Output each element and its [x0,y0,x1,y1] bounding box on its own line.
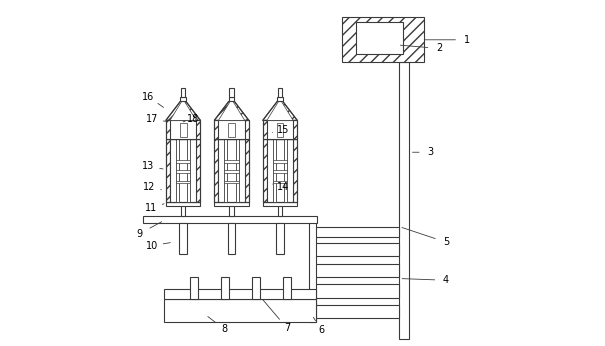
Bar [263,120,297,139]
Bar [315,243,399,256]
Bar [143,216,318,223]
Bar [224,139,227,202]
Bar [309,221,316,322]
Polygon shape [214,101,249,120]
Bar [244,139,249,202]
Bar [190,277,198,299]
Bar [166,139,170,202]
Text: 17: 17 [146,115,158,124]
Text: 12: 12 [143,182,155,192]
Bar [252,277,260,299]
Bar [181,205,185,216]
Bar [284,277,291,299]
Bar [224,160,238,163]
Bar [278,88,282,97]
Text: 10: 10 [146,241,158,251]
Bar [170,120,196,139]
Text: 5: 5 [443,237,450,247]
Bar [267,139,293,202]
Text: 15: 15 [277,125,290,135]
Text: 6: 6 [318,326,325,335]
Bar [170,139,196,202]
Bar [214,139,249,202]
Bar [196,139,200,202]
Text: 18: 18 [188,115,200,124]
Bar [176,170,190,173]
Bar [229,97,234,101]
Bar [188,139,190,202]
Bar [315,264,399,277]
Bar [315,305,399,318]
Text: 3: 3 [428,147,434,157]
Polygon shape [166,101,200,120]
Text: 14: 14 [277,182,290,192]
Bar [228,123,235,137]
Bar [276,223,284,254]
Bar [214,120,249,139]
Bar [179,223,187,254]
Bar [399,62,409,339]
Bar [263,202,297,206]
Bar [214,120,249,139]
Bar [181,88,185,97]
Bar [164,289,316,299]
Bar [229,205,234,216]
Bar [263,120,297,139]
Bar [214,202,249,206]
Bar [267,120,293,139]
Text: 7: 7 [284,323,290,333]
Bar [224,170,238,173]
Bar [176,139,179,202]
Bar [236,139,238,202]
Bar [356,22,403,54]
Text: 16: 16 [142,92,155,102]
Bar [342,17,423,62]
Bar [218,120,244,139]
Bar [284,139,287,202]
Bar [166,139,200,202]
Bar [276,123,284,137]
Bar [214,139,218,202]
Bar [277,97,283,101]
Polygon shape [267,101,293,120]
Bar [315,227,399,237]
Bar [273,139,276,202]
Bar [180,97,186,101]
Text: 1: 1 [464,35,470,45]
Bar [229,88,234,97]
Bar [176,160,190,163]
Bar [278,205,282,216]
Bar [224,181,238,183]
Bar [166,202,200,206]
Bar [227,223,235,254]
Text: 8: 8 [221,325,227,334]
Text: 2: 2 [436,44,442,53]
Text: 11: 11 [145,203,157,212]
Bar [315,284,399,298]
Text: 4: 4 [443,275,449,285]
Polygon shape [218,101,244,120]
Bar [218,139,244,202]
Bar [166,120,200,139]
Bar [221,277,229,299]
Text: 13: 13 [142,161,155,171]
Bar [166,120,200,139]
Bar [176,181,190,183]
Bar [164,299,316,322]
Bar [273,170,287,173]
Bar [180,123,186,137]
Text: 9: 9 [137,229,143,238]
Bar [273,181,287,183]
Bar [293,139,297,202]
Polygon shape [263,101,297,120]
Bar [273,160,287,163]
Bar [263,139,267,202]
Polygon shape [170,101,196,120]
Bar [263,139,297,202]
